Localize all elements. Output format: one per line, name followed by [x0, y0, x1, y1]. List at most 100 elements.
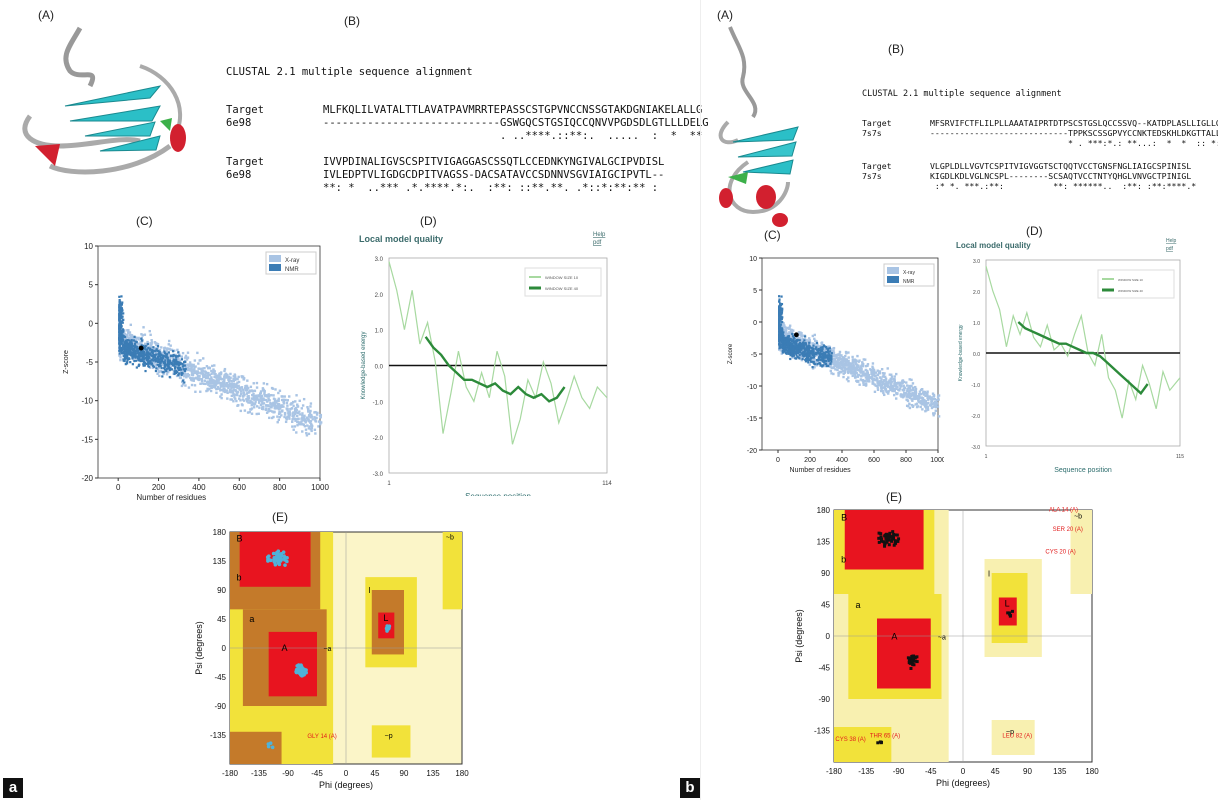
xray-point [247, 398, 250, 401]
xray-point [873, 374, 877, 378]
nmr-point [158, 360, 161, 364]
xray-point [270, 402, 274, 406]
xray-point [225, 389, 229, 392]
x-tick-label: 200 [804, 457, 816, 464]
xray-point [268, 416, 271, 420]
xray-point [293, 412, 297, 416]
xray-point [263, 392, 266, 395]
xray-point [274, 407, 277, 410]
nmr-point [778, 314, 781, 317]
nmr-point [817, 352, 820, 355]
nmr-point [789, 342, 792, 345]
xray-point [932, 395, 936, 398]
nmr-point [160, 366, 163, 370]
xray-point [784, 329, 788, 332]
xray-point [232, 392, 235, 396]
xray-point [190, 363, 193, 366]
nmr-point [822, 344, 825, 347]
xray-point [282, 402, 286, 405]
xray-point [308, 425, 311, 428]
nmr-point [815, 341, 819, 345]
xray-point [910, 384, 913, 388]
xray-point [844, 367, 848, 371]
xray-point [319, 422, 322, 426]
xray-point [937, 394, 941, 397]
xray-point [255, 394, 258, 397]
xray-point [255, 412, 258, 416]
xray-point [193, 366, 196, 369]
xray-point [834, 360, 837, 364]
nmr-point [804, 343, 807, 346]
xray-point [287, 415, 291, 418]
label-C-a: (C) [136, 214, 153, 228]
xray-point [230, 391, 233, 394]
xray-point [220, 393, 223, 396]
nmr-point [120, 346, 123, 350]
nmr-point [800, 345, 803, 349]
xray-point [844, 363, 847, 366]
y-tick-label: -45 [818, 664, 830, 673]
x-tick-label: 180 [1085, 767, 1099, 776]
nmr-point [805, 357, 808, 360]
y-tick-label: 10 [749, 256, 757, 263]
nmr-point [163, 368, 167, 371]
nmr-point [148, 348, 152, 351]
xray-point [253, 395, 256, 398]
xray-point [247, 396, 251, 400]
xray-point [208, 366, 212, 370]
residue-point [893, 539, 897, 543]
xray-point [161, 351, 165, 354]
xray-point [166, 347, 169, 350]
nmr-point [780, 320, 783, 324]
nmr-point [131, 363, 134, 366]
nmr-point [176, 366, 179, 369]
xray-point [196, 351, 199, 355]
xray-point [247, 391, 251, 394]
xray-point [246, 391, 249, 394]
seq-string: IVVPDINALIGVSCSPITVIGAGGASCSSQTLCCEDNKYN… [323, 156, 665, 168]
xray-point [309, 409, 312, 413]
xray-point [930, 401, 933, 404]
xray-point [833, 364, 837, 368]
xray-point [834, 362, 837, 365]
xray-point [261, 387, 265, 390]
nmr-point [118, 326, 121, 329]
region-label: ~b [1074, 513, 1082, 520]
xray-point [307, 407, 310, 411]
xray-point [229, 384, 232, 388]
nmr-point [778, 304, 781, 308]
xray-point [226, 397, 229, 400]
nmr-point [778, 343, 781, 346]
xray-point [207, 373, 210, 377]
xray-point [131, 335, 135, 339]
xray-point [259, 403, 263, 407]
nmr-point [162, 362, 165, 365]
nmr-point [800, 342, 804, 346]
nmr-point [121, 321, 124, 324]
y-tick-label: -5 [86, 358, 94, 367]
nmr-point [804, 354, 807, 357]
residue-point [272, 557, 276, 562]
nmr-point [159, 352, 162, 355]
xray-point [910, 403, 914, 407]
xray-point [277, 391, 280, 395]
xray-point [855, 359, 858, 362]
xray-point [235, 393, 239, 397]
nmr-point [794, 352, 798, 355]
xray-point [800, 335, 803, 338]
xray-point [277, 397, 280, 400]
nmr-point [778, 347, 781, 350]
xray-point [208, 374, 212, 377]
nmr-point [159, 362, 162, 365]
nmr-point [167, 351, 170, 354]
xray-point [884, 387, 887, 390]
xray-point [799, 331, 802, 334]
xray-point [311, 418, 314, 421]
xray-point [198, 374, 201, 378]
xray-point [296, 424, 299, 427]
outlier-residue-label: GLY 14 (A) [307, 734, 336, 740]
nmr-point [132, 339, 135, 342]
nmr-point [778, 298, 781, 301]
xray-point [919, 405, 922, 409]
nmr-point [179, 368, 183, 371]
